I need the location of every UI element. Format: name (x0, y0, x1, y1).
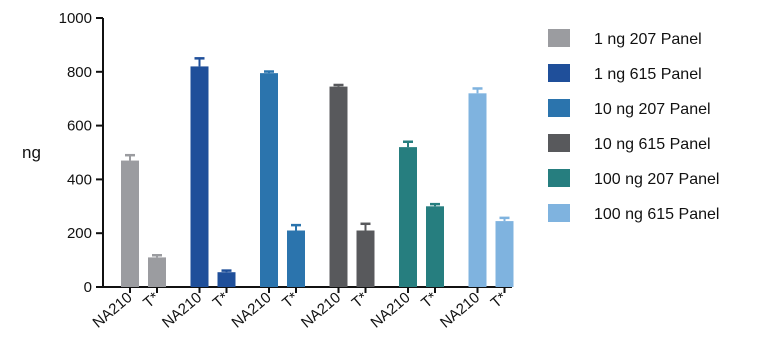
x-tick-label: T* (349, 289, 372, 312)
bar (329, 86, 348, 287)
y-tick-label: 400 (67, 171, 92, 188)
bar (356, 230, 375, 287)
y-tick-label: 1000 (59, 10, 92, 27)
legend: 1 ng 207 Panel 1 ng 615 Panel 10 ng 207 Pa… (548, 29, 719, 223)
legend-swatch (548, 64, 570, 82)
x-tick-label: NA210 (298, 289, 344, 332)
x-tick-label: NA210 (229, 289, 275, 332)
y-tick-label: 800 (67, 64, 92, 81)
bar (287, 230, 305, 287)
x-tick-label: T* (418, 289, 441, 312)
x-tick-label: T* (140, 289, 163, 312)
legend-swatch (548, 99, 570, 117)
legend-swatch (548, 169, 570, 187)
bar (468, 93, 487, 287)
x-tick-label: T* (210, 289, 233, 312)
legend-label: 10 ng 615 Panel (594, 136, 711, 153)
x-tick-label: NA210 (90, 289, 136, 332)
bar (190, 66, 209, 287)
legend-label: 10 ng 207 Panel (594, 101, 711, 118)
x-tick-label: T* (279, 289, 302, 312)
bar (399, 147, 417, 287)
bar (426, 206, 444, 287)
legend-label: 1 ng 615 Panel (594, 66, 702, 83)
y-tick-label: 0 (84, 279, 92, 296)
x-tick-label: NA210 (368, 289, 414, 332)
x-tick-label: T* (488, 289, 511, 312)
y-tick-label: 600 (67, 118, 92, 135)
x-tick-label: NA210 (437, 289, 483, 332)
bar (217, 272, 236, 287)
bar (495, 221, 514, 287)
legend-label: 100 ng 207 Panel (594, 171, 719, 188)
bar (148, 257, 166, 287)
y-axis-label: ng (22, 143, 41, 162)
x-tick-label: NA210 (159, 289, 205, 332)
bar (121, 160, 139, 287)
legend-label: 100 ng 615 Panel (594, 206, 719, 223)
y-tick-label: 200 (67, 225, 92, 242)
bar (260, 73, 278, 288)
legend-label: 1 ng 207 Panel (594, 31, 702, 48)
legend-swatch (548, 29, 570, 47)
legend-swatch (548, 204, 570, 222)
legend-swatch (548, 134, 570, 152)
